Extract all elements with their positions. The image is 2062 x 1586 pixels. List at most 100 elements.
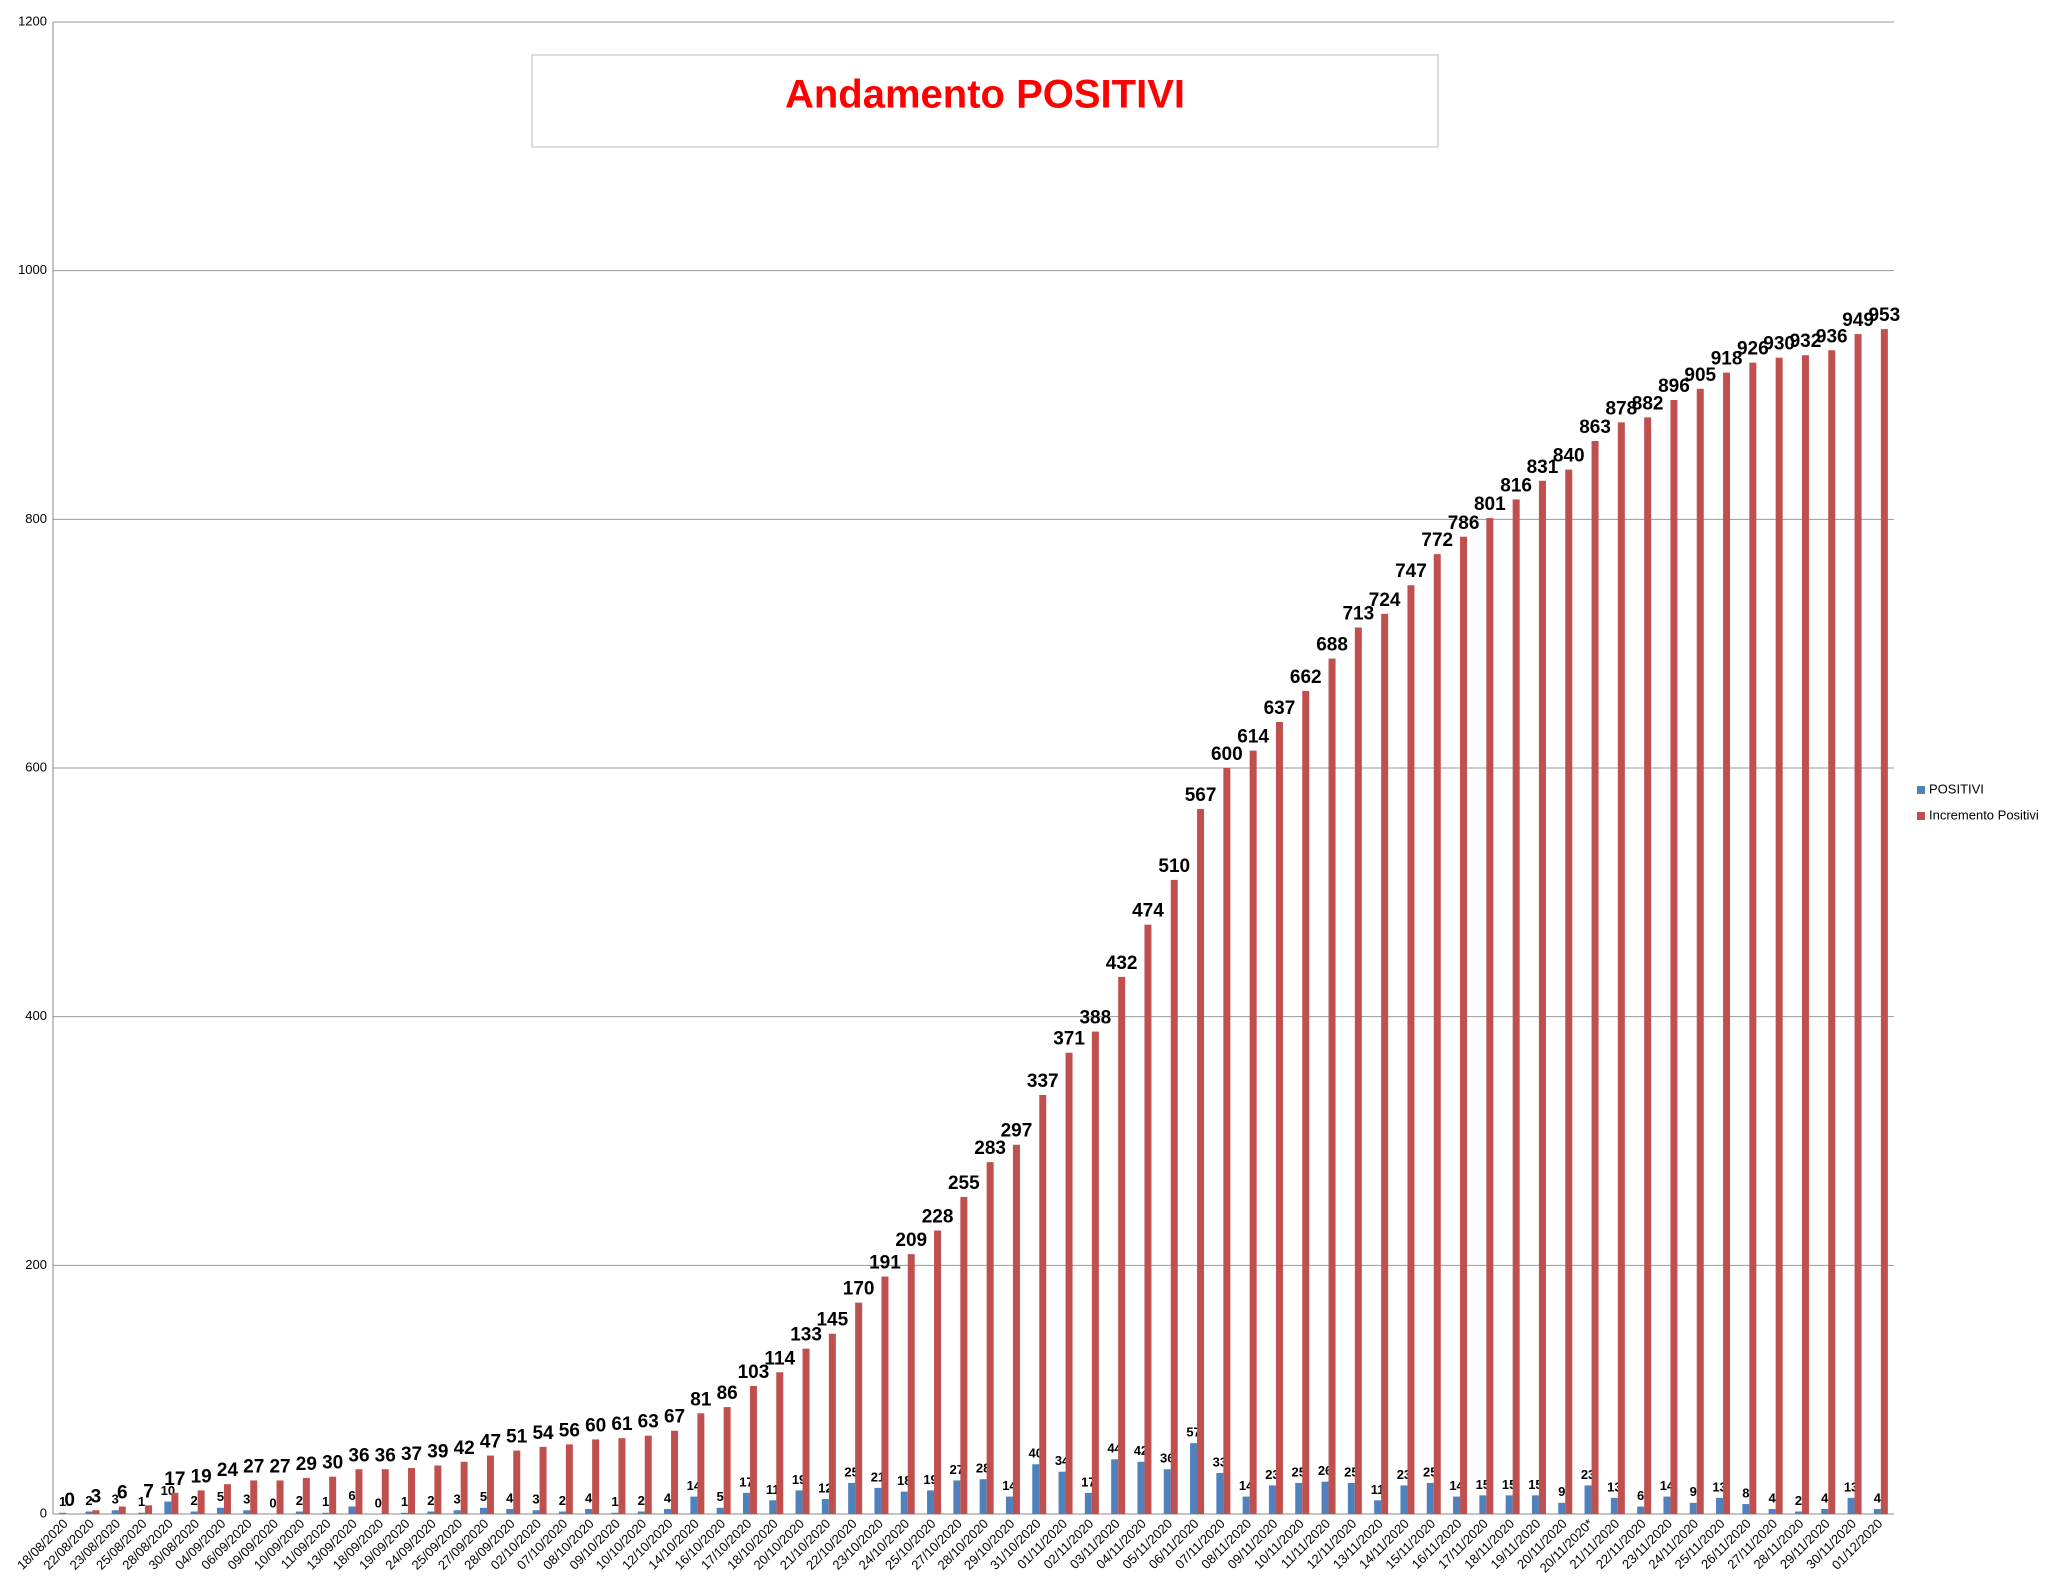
value-label: 11 — [1371, 1482, 1385, 1497]
bar — [322, 1512, 330, 1514]
bar — [934, 1230, 942, 1514]
bar — [1065, 1052, 1073, 1514]
bar — [927, 1490, 935, 1514]
value-label: 24 — [217, 1460, 239, 1481]
bar — [1249, 750, 1257, 1514]
value-label: 4 — [1874, 1490, 1882, 1505]
bar — [348, 1506, 356, 1514]
bar — [1644, 417, 1652, 1514]
value-label: 2 — [559, 1493, 566, 1508]
bar — [1663, 1496, 1671, 1514]
bar — [145, 1505, 153, 1514]
bar — [690, 1496, 698, 1514]
bar — [1821, 1509, 1829, 1514]
bar — [1768, 1509, 1776, 1514]
value-label: 7 — [143, 1481, 154, 1502]
bar — [92, 1510, 100, 1514]
value-label: 5 — [217, 1489, 224, 1504]
value-label: 51 — [506, 1427, 528, 1448]
value-label: 567 — [1185, 785, 1217, 806]
bar — [1039, 1094, 1047, 1514]
value-label: 816 — [1500, 475, 1532, 496]
bar — [749, 1385, 757, 1514]
value-label: 297 — [1001, 1121, 1033, 1142]
bar — [611, 1512, 619, 1514]
value-label: 4 — [1769, 1490, 1777, 1505]
bar — [302, 1477, 310, 1514]
bar — [828, 1333, 836, 1514]
value-label: 56 — [559, 1420, 580, 1441]
legend-label: POSITIVI — [1929, 781, 1984, 796]
bar — [1828, 350, 1836, 1514]
bar — [1873, 1509, 1881, 1514]
bar — [1617, 422, 1625, 1515]
value-label: 6 — [1637, 1488, 1644, 1503]
bar — [1381, 613, 1389, 1514]
value-label: 60 — [585, 1415, 606, 1436]
value-label: 637 — [1264, 698, 1296, 719]
bar — [592, 1439, 600, 1514]
bar — [769, 1500, 777, 1514]
value-label: 831 — [1527, 457, 1559, 478]
bar — [486, 1455, 494, 1514]
value-label: 918 — [1711, 349, 1743, 370]
value-label: 61 — [611, 1414, 633, 1435]
bar — [776, 1372, 784, 1514]
value-label: 29 — [296, 1454, 317, 1475]
bar — [1584, 1485, 1592, 1514]
value-label: 371 — [1053, 1029, 1085, 1050]
bar — [243, 1510, 251, 1514]
bar — [355, 1469, 363, 1514]
value-label: 614 — [1237, 727, 1269, 748]
value-label: 54 — [532, 1423, 554, 1444]
value-label: 4 — [1821, 1490, 1829, 1505]
value-label: 3 — [91, 1486, 102, 1507]
bar — [1479, 1495, 1487, 1514]
bar — [1801, 355, 1809, 1514]
value-label: 0 — [64, 1490, 75, 1511]
value-label: 3 — [532, 1492, 539, 1507]
bar — [532, 1510, 540, 1514]
value-label: 63 — [638, 1412, 659, 1433]
bar — [1118, 976, 1126, 1514]
value-label: 2 — [427, 1493, 434, 1508]
value-label: 840 — [1553, 446, 1585, 467]
value-label: 1 — [611, 1494, 618, 1509]
value-label: 337 — [1027, 1071, 1059, 1092]
value-label: 114 — [764, 1348, 795, 1369]
value-label: 283 — [974, 1138, 1006, 1159]
bar — [1347, 1482, 1355, 1514]
bar — [907, 1254, 915, 1514]
bar — [1775, 357, 1783, 1515]
bar — [223, 1484, 231, 1514]
value-label: 67 — [664, 1407, 685, 1428]
bar — [1486, 518, 1494, 1514]
bar — [1084, 1492, 1092, 1514]
y-tick-label: 600 — [25, 759, 47, 774]
bar — [742, 1492, 750, 1514]
bar — [1531, 1495, 1539, 1514]
bar — [900, 1491, 908, 1514]
bar — [1591, 441, 1599, 1515]
bar — [276, 1480, 284, 1514]
bar — [1216, 1472, 1224, 1514]
bar — [1190, 1443, 1198, 1514]
value-label: 191 — [869, 1253, 901, 1274]
y-tick-label: 400 — [25, 1008, 47, 1023]
value-label: 801 — [1474, 494, 1506, 515]
y-tick-label: 1000 — [18, 262, 47, 277]
bar — [960, 1196, 968, 1514]
value-label: 3 — [454, 1492, 461, 1507]
bar — [723, 1407, 731, 1514]
y-tick-label: 200 — [25, 1257, 47, 1272]
value-label: 0 — [375, 1495, 382, 1510]
bar — [197, 1490, 205, 1514]
bar — [1091, 1031, 1099, 1514]
bar — [565, 1444, 573, 1514]
bar — [881, 1276, 889, 1514]
value-label: 37 — [401, 1444, 422, 1465]
value-label: 863 — [1579, 417, 1611, 438]
value-label: 6 — [348, 1488, 355, 1503]
value-label: 878 — [1605, 398, 1637, 419]
